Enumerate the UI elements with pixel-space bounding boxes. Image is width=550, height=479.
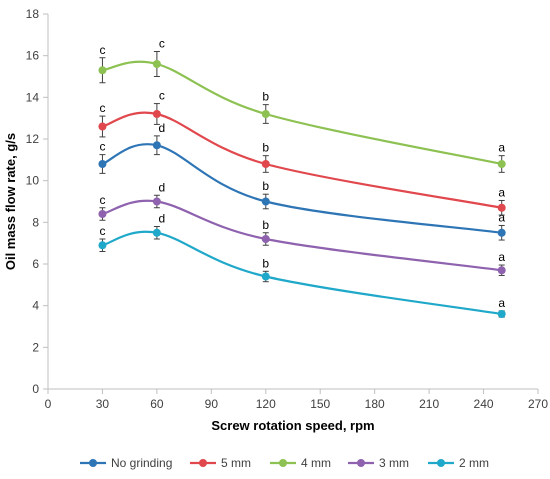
y-tick-label: 12 — [26, 132, 40, 146]
series-group: c c b a — [98, 37, 506, 173]
significance-label: b — [262, 141, 269, 155]
y-tick-label: 4 — [32, 299, 39, 313]
data-point — [98, 122, 107, 131]
x-tick-label: 60 — [150, 397, 164, 411]
legend-label: 2 mm — [459, 456, 489, 470]
series-line — [102, 199, 502, 272]
significance-label: c — [159, 37, 165, 51]
x-tick-label: 240 — [474, 397, 494, 411]
series-line — [101, 143, 502, 234]
data-point — [261, 160, 270, 168]
significance-label: c — [99, 43, 105, 57]
x-tick-label: 210 — [419, 397, 439, 411]
data-point — [261, 272, 270, 281]
series-line — [102, 230, 502, 316]
significance-label: a — [498, 250, 505, 264]
significance-label: b — [262, 218, 269, 232]
data-point — [497, 160, 506, 168]
series-layer: c d b a c c b a c c b a c d b a c d b a — [98, 37, 506, 318]
y-tick-label: 8 — [32, 215, 39, 229]
significance-label: b — [262, 179, 269, 193]
series-group: c c b a — [98, 89, 506, 216]
data-point — [497, 228, 506, 237]
significance-label: d — [159, 180, 166, 194]
data-point — [152, 141, 161, 150]
x-tick-label: 30 — [96, 397, 110, 411]
legend-item: 3 mm — [348, 456, 409, 470]
significance-label: b — [262, 90, 269, 104]
series-line — [102, 111, 502, 209]
data-point — [497, 266, 506, 275]
data-point — [152, 110, 161, 118]
significance-label: d — [159, 121, 166, 135]
x-axis-ticks: 0 30 60 90 120 150 180 210 240 270 — [45, 389, 548, 411]
significance-label: a — [498, 210, 505, 224]
legend-item: 2 mm — [428, 456, 489, 470]
significance-label: a — [498, 296, 505, 310]
legend-swatch-marker — [89, 459, 97, 467]
x-tick-label: 90 — [205, 397, 219, 411]
x-tick-label: 120 — [256, 397, 276, 411]
data-point — [261, 197, 270, 206]
legend-swatch-marker — [357, 459, 365, 467]
axes: 0 30 60 90 120 150 180 210 240 270 0 2 4 6 8 10 12 14 16 1… — [26, 7, 549, 411]
x-tick-label: 0 — [45, 397, 52, 411]
significance-label: c — [99, 140, 105, 154]
data-point — [98, 210, 107, 218]
y-tick-label: 6 — [32, 257, 39, 271]
data-point — [261, 235, 270, 243]
legend-swatch-marker — [199, 459, 207, 467]
series-group: c d b a — [98, 212, 506, 318]
data-point — [98, 160, 107, 168]
y-tick-label: 16 — [26, 49, 40, 63]
significance-label: c — [99, 193, 105, 207]
x-axis-title: Screw rotation speed, rpm — [211, 418, 374, 433]
significance-label: d — [159, 212, 166, 226]
legend-label: 5 mm — [221, 456, 251, 470]
series-line — [102, 60, 502, 166]
data-point — [98, 66, 107, 75]
y-tick-label: 2 — [32, 340, 39, 354]
y-axis-ticks: 0 2 4 6 8 10 12 14 16 18 — [26, 7, 48, 396]
significance-label: c — [99, 224, 105, 238]
data-point — [497, 203, 506, 212]
legend-label: 4 mm — [301, 456, 331, 470]
legend-item: 5 mm — [190, 456, 251, 470]
y-tick-label: 10 — [26, 174, 40, 188]
legend-label: 3 mm — [379, 456, 409, 470]
data-point — [98, 241, 107, 250]
data-point — [261, 110, 270, 118]
series-group: c d b a — [98, 121, 506, 241]
series-group: c d b a — [98, 180, 506, 276]
x-tick-label: 150 — [310, 397, 330, 411]
legend-swatch-marker — [437, 459, 445, 467]
significance-label: c — [159, 89, 165, 103]
significance-label: b — [262, 256, 269, 270]
data-point — [152, 228, 161, 237]
y-tick-label: 14 — [26, 90, 40, 104]
legend-item: 4 mm — [270, 456, 331, 470]
legend: No grinding 5 mm 4 mm 3 mm 2 mm — [80, 456, 489, 470]
significance-label: c — [99, 101, 105, 115]
x-tick-label: 180 — [365, 397, 385, 411]
legend-swatch-marker — [279, 459, 287, 467]
data-point — [152, 60, 161, 68]
significance-label: a — [498, 185, 505, 199]
y-axis-title: Oil mass flow rate, g/s — [3, 133, 18, 270]
y-tick-label: 18 — [26, 7, 40, 21]
significance-label: a — [498, 141, 505, 155]
legend-label: No grinding — [111, 456, 172, 470]
legend-item: No grinding — [80, 456, 172, 470]
y-tick-label: 0 — [32, 382, 39, 396]
data-point — [152, 197, 161, 206]
data-point — [497, 310, 506, 318]
x-tick-label: 270 — [528, 397, 548, 411]
